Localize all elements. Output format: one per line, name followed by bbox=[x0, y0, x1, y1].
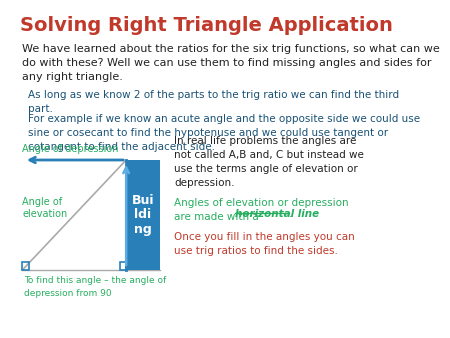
Text: Solving Right Triangle Application: Solving Right Triangle Application bbox=[20, 16, 393, 35]
Text: .: . bbox=[289, 209, 293, 219]
Text: horizontal line: horizontal line bbox=[235, 209, 319, 219]
Text: Bui
ldi
ng: Bui ldi ng bbox=[132, 193, 154, 237]
Text: Once you fill in the angles you can
use trig ratios to find the sides.: Once you fill in the angles you can use … bbox=[174, 232, 355, 256]
Text: Angle of
elevation: Angle of elevation bbox=[22, 197, 68, 219]
Text: Angle of depression: Angle of depression bbox=[22, 144, 119, 154]
Text: As long as we know 2 of the parts to the trig ratio we can find the third
part.: As long as we know 2 of the parts to the… bbox=[28, 90, 399, 114]
Text: For example if we know an acute angle and the opposite side we could use
sine or: For example if we know an acute angle an… bbox=[28, 114, 420, 152]
Text: We have learned about the ratios for the six trig functions, so what can we
do w: We have learned about the ratios for the… bbox=[22, 44, 440, 82]
Text: In real life problems the angles are
not called A,B and, C but instead we
use th: In real life problems the angles are not… bbox=[174, 136, 364, 188]
Text: Angles of elevation or depression
are made with a: Angles of elevation or depression are ma… bbox=[174, 198, 349, 222]
Bar bbox=[120, 262, 126, 270]
Bar bbox=[22, 262, 29, 270]
Bar bbox=[126, 160, 160, 270]
Text: To find this angle – the angle of
depression from 90: To find this angle – the angle of depres… bbox=[24, 276, 166, 297]
